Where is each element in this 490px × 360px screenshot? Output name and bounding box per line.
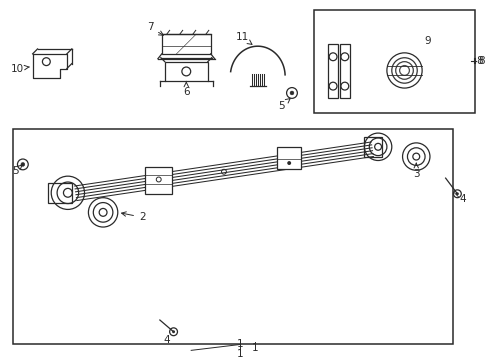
Bar — [165, 62, 208, 81]
Text: 9: 9 — [425, 36, 431, 46]
Circle shape — [290, 91, 294, 95]
Bar — [145, 167, 172, 194]
Circle shape — [456, 192, 459, 195]
Bar — [328, 44, 338, 98]
Text: 5: 5 — [12, 165, 22, 176]
Circle shape — [172, 330, 175, 333]
Text: 4: 4 — [460, 194, 466, 204]
Text: 3: 3 — [413, 163, 419, 179]
Text: 8: 8 — [477, 56, 483, 66]
Text: 11: 11 — [235, 32, 252, 44]
Text: 2: 2 — [122, 212, 146, 222]
Text: 1: 1 — [237, 339, 244, 350]
Bar — [314, 10, 475, 113]
Text: 8: 8 — [479, 56, 485, 66]
Bar — [277, 147, 301, 169]
Bar — [162, 34, 211, 54]
Circle shape — [287, 161, 291, 165]
Bar — [13, 129, 453, 345]
Text: 1: 1 — [237, 349, 244, 359]
Bar — [49, 183, 72, 203]
Bar — [365, 137, 382, 157]
Circle shape — [21, 162, 25, 166]
Bar — [340, 44, 350, 98]
Text: 5: 5 — [278, 99, 290, 111]
Text: 6: 6 — [183, 81, 190, 97]
Text: 1: 1 — [251, 343, 258, 354]
Text: 10: 10 — [10, 63, 29, 73]
Text: 4: 4 — [163, 334, 170, 345]
Text: 7: 7 — [147, 22, 163, 35]
